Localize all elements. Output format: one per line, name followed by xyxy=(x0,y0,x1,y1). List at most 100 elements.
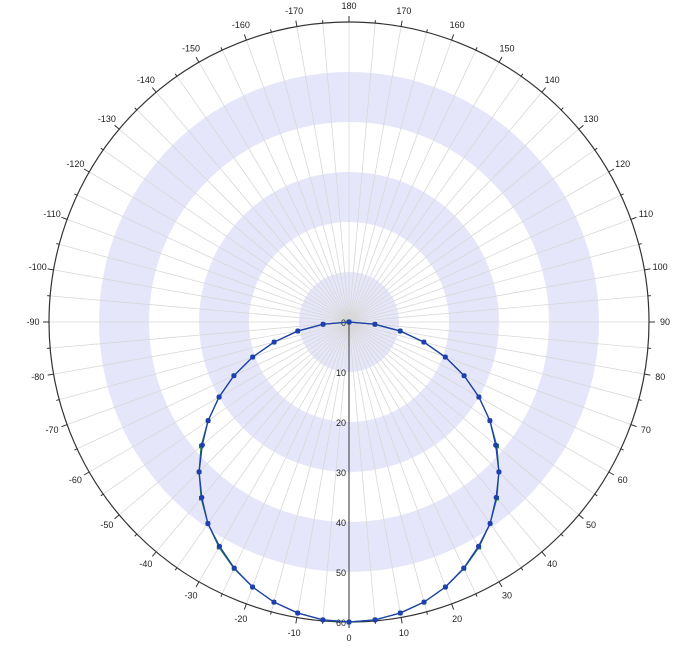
rim-tick xyxy=(578,124,584,130)
radial-tick-label: 10 xyxy=(336,368,346,378)
rim-tick xyxy=(630,424,637,428)
angle-tick-label: -70 xyxy=(46,425,59,435)
data-point xyxy=(487,520,493,527)
angular-gridline xyxy=(50,295,350,323)
angular-gridline xyxy=(53,269,350,323)
rim-tick xyxy=(541,87,547,93)
data-point xyxy=(421,599,427,605)
radial-tick-label: 20 xyxy=(336,418,346,428)
angle-tick-label: -150 xyxy=(182,43,200,53)
angular-gridline xyxy=(322,23,350,323)
angular-gridline xyxy=(348,91,543,323)
data-point xyxy=(372,617,378,623)
angular-gridline xyxy=(221,321,350,595)
data-point xyxy=(205,418,211,424)
rim-tick xyxy=(426,29,428,33)
rim-tick xyxy=(83,168,90,173)
rim-tick xyxy=(270,611,272,615)
angle-tick-label: -120 xyxy=(66,159,84,169)
radial-tick-label: 60 xyxy=(336,618,346,628)
rim-tick xyxy=(578,514,584,520)
rim-tick xyxy=(134,107,138,111)
data-point xyxy=(320,321,326,327)
rim-tick xyxy=(475,47,478,51)
rim-tick xyxy=(295,20,298,27)
angular-gridline xyxy=(296,26,350,323)
rim-tick xyxy=(451,603,455,610)
radial-tick-label: 50 xyxy=(336,568,346,578)
angle-tick-labels: 0 10 20 30 40 50 60 70 80 90 100 110 120 130 140 150 160… xyxy=(26,1,670,643)
data-point xyxy=(196,469,202,475)
angular-gridline xyxy=(348,49,477,323)
data-point xyxy=(271,339,277,345)
angle-tick-label: 50 xyxy=(586,520,596,530)
rim-tick xyxy=(644,373,651,376)
angle-tick-label: 160 xyxy=(450,20,465,30)
angle-tick-label: 140 xyxy=(545,75,560,85)
angular-gridline xyxy=(66,321,350,425)
angular-gridline xyxy=(348,109,562,323)
series-1 xyxy=(196,319,502,625)
rim-tick xyxy=(520,73,524,77)
rim-tick xyxy=(134,533,138,537)
rim-tick xyxy=(475,593,478,597)
angle-tick-label: -50 xyxy=(100,520,113,530)
angular-gridline xyxy=(348,321,562,535)
angle-tick-label: 10 xyxy=(399,628,409,638)
angle-tick-label: 130 xyxy=(584,114,599,124)
angular-gridline xyxy=(348,321,522,568)
data-point xyxy=(496,469,502,475)
angular-gridline xyxy=(348,128,580,323)
angular-gridline xyxy=(348,321,402,618)
data-point xyxy=(493,442,499,448)
data-point xyxy=(295,328,301,334)
rim-tick xyxy=(243,34,247,41)
data-point xyxy=(295,610,301,616)
angular-gridline xyxy=(322,321,350,621)
series-layer xyxy=(196,319,502,625)
rim-tick xyxy=(61,216,68,220)
angular-gridline xyxy=(59,321,350,401)
angle-tick-label: -80 xyxy=(31,372,44,382)
angular-gridline xyxy=(348,321,543,553)
rim-tick xyxy=(243,603,247,610)
rim-tick xyxy=(295,617,298,624)
data-point xyxy=(231,565,237,571)
radial-tick-label: 40 xyxy=(336,518,346,528)
angular-gridline xyxy=(348,321,648,349)
rim-tick xyxy=(56,399,60,401)
data-point xyxy=(476,394,482,400)
rim-tick xyxy=(100,493,104,497)
angle-tick-label: 60 xyxy=(618,475,628,485)
rim-tick xyxy=(644,268,651,271)
rim-tick xyxy=(195,581,200,588)
angular-gridline xyxy=(348,61,500,323)
angular-gridline xyxy=(103,149,350,323)
rim-tick xyxy=(498,56,503,63)
rim-tick xyxy=(560,107,564,111)
data-point xyxy=(346,319,352,325)
rim-tick xyxy=(47,268,54,271)
data-point xyxy=(372,321,378,327)
rim-tick xyxy=(608,168,615,173)
rim-tick xyxy=(638,399,642,401)
rim-tick xyxy=(74,193,78,196)
angular-gridline xyxy=(348,149,595,323)
angle-tick-label: -30 xyxy=(184,591,197,601)
angle-tick-label: 100 xyxy=(653,262,668,272)
rim-tick xyxy=(56,243,60,245)
rim-tick xyxy=(74,448,78,451)
rim-tick xyxy=(174,567,178,571)
data-point xyxy=(493,494,499,501)
angular-gridline xyxy=(246,39,350,323)
rim-tick xyxy=(620,193,624,196)
rim-tick xyxy=(151,551,157,557)
data-point xyxy=(475,543,482,549)
rim-tick xyxy=(426,611,428,615)
angle-tick-label: -20 xyxy=(234,614,247,624)
data-point xyxy=(397,328,403,334)
angle-tick-label: 180 xyxy=(341,1,356,11)
data-point xyxy=(199,442,205,448)
angle-tick-label: 40 xyxy=(547,559,557,569)
rim-tick xyxy=(400,20,403,27)
